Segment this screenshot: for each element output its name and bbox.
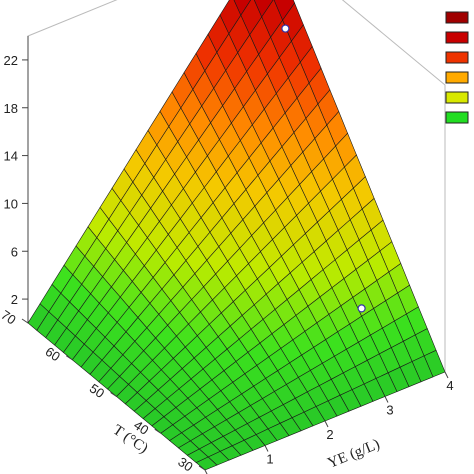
z-tick-label: 14 (4, 149, 18, 164)
legend-swatch (445, 31, 469, 44)
t-tick-label: 70 (0, 307, 19, 328)
ye-tick-label: 1 (266, 452, 273, 467)
t-tick-label: 40 (131, 417, 151, 438)
ye-tick-label: 4 (446, 378, 453, 393)
t-tick-label: 30 (175, 454, 195, 474)
color-legend (445, 11, 469, 124)
t-axis-ticks: 30 40 50 60 70 (0, 307, 206, 474)
t-tick-label: 60 (43, 344, 63, 365)
data-point (357, 304, 366, 313)
ye-tick-label: 2 (326, 427, 333, 442)
ye-tick-mark (324, 420, 329, 428)
t-tick-mark (65, 355, 73, 361)
z-tick-label: 18 (4, 101, 18, 116)
ye-axis-label: YE (g/L) (326, 436, 383, 471)
legend-swatch (445, 11, 469, 24)
ye-tick-mark (384, 396, 389, 403)
z-tick-label: 22 (4, 53, 18, 68)
t-tick-mark (21, 318, 29, 324)
ye-tick-mark (204, 469, 208, 474)
z-axis-ticks: 2 6 10 14 18 22 (4, 53, 28, 307)
ye-tick-mark (264, 445, 269, 452)
legend-swatch (445, 111, 469, 124)
t-tick-label: 50 (87, 381, 107, 402)
ye-tick-mark (444, 371, 449, 379)
t-tick-mark (110, 392, 117, 397)
data-point (281, 24, 290, 33)
z-tick-label: 2 (11, 292, 18, 307)
data-points (281, 24, 366, 313)
z-tick-label: 10 (4, 196, 18, 211)
response-surface (27, 0, 446, 471)
t-tick-mark (198, 465, 206, 471)
legend-swatch (445, 71, 469, 84)
legend-swatch (445, 51, 469, 64)
ye-tick-label: 3 (386, 403, 393, 418)
legend-swatch (445, 91, 469, 104)
surface-cell (195, 456, 218, 471)
t-tick-mark (154, 428, 162, 434)
z-tick-label: 6 (11, 244, 18, 259)
